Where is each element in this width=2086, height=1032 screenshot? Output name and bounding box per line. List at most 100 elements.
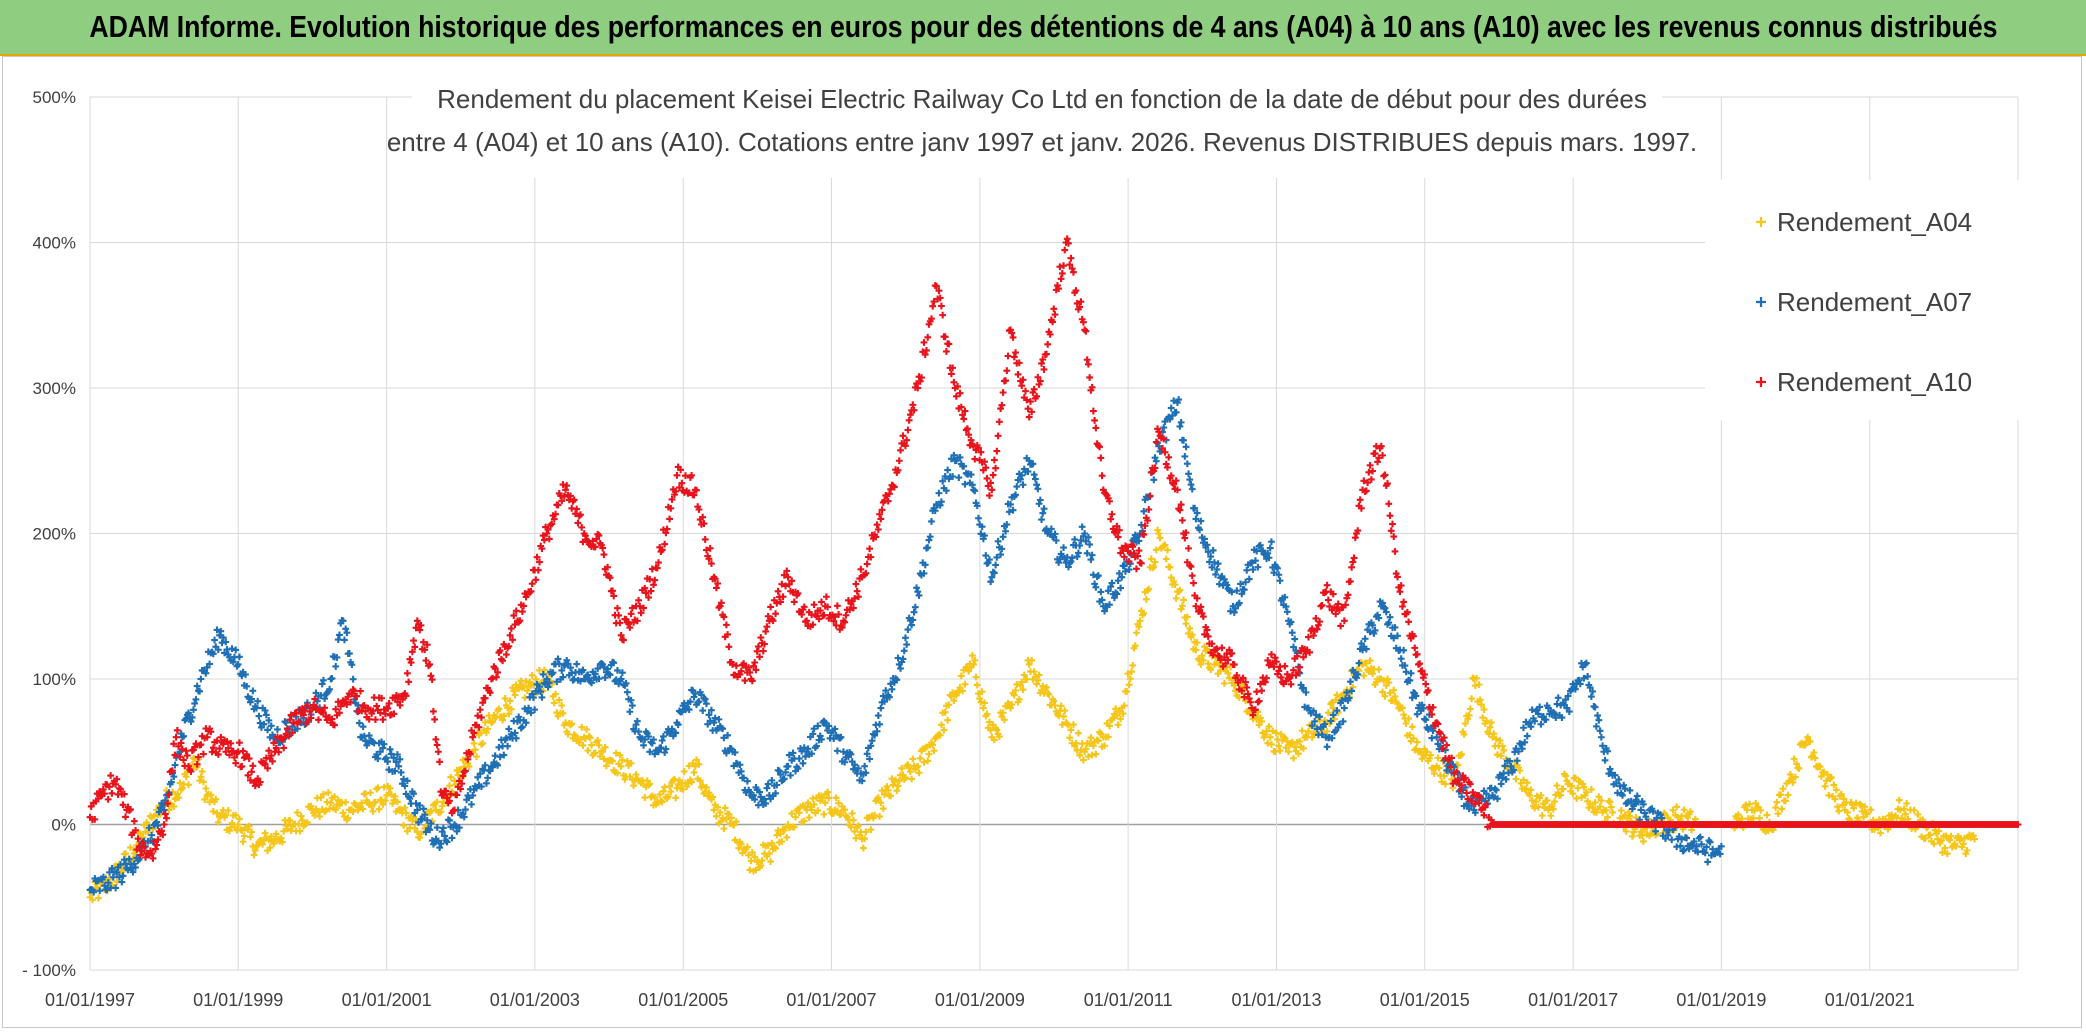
point-rendement-a07 [365,732,373,739]
point-rendement-a10 [945,340,953,348]
point-rendement-a04 [1894,805,1902,813]
point-rendement-a07 [1243,566,1251,574]
point-rendement-a07 [746,788,754,796]
point-rendement-a04 [1410,735,1417,742]
point-rendement-a04 [808,806,816,814]
point-rendement-a04 [344,814,352,822]
point-rendement-a04 [379,801,387,808]
point-rendement-a04 [1112,705,1120,713]
point-rendement-a07 [1180,436,1187,444]
point-rendement-a10 [1092,424,1100,432]
point-rendement-a04 [944,716,952,724]
point-rendement-a07 [517,724,525,732]
point-rendement-a07 [703,700,710,708]
point-rendement-a10 [906,411,914,419]
point-rendement-a04 [1625,808,1633,816]
point-rendement-a10 [947,370,955,378]
point-rendement-a07 [782,768,789,776]
point-rendement-a07 [170,773,178,781]
point-rendement-a10 [990,456,998,464]
point-rendement-a04 [967,664,975,671]
point-rendement-a04 [1787,771,1794,778]
point-rendement-a10 [924,333,932,341]
point-rendement-a10 [1413,650,1421,658]
point-rendement-a07 [768,776,776,784]
point-rendement-a04 [699,782,707,789]
point-rendement-a04 [1133,629,1140,637]
point-rendement-a04 [239,838,247,846]
point-rendement-a04 [1097,730,1105,738]
point-rendement-a10 [1386,512,1394,520]
point-rendement-a07 [328,675,336,682]
point-rendement-a04 [1391,692,1399,700]
point-rendement-a04 [402,809,410,817]
point-rendement-a04 [560,721,568,729]
point-rendement-a04 [1557,791,1565,799]
point-rendement-a04 [1263,727,1270,735]
point-rendement-a04 [540,666,548,674]
point-rendement-a04 [363,797,371,804]
point-rendement-a04 [1077,746,1085,754]
point-rendement-a04 [386,784,394,792]
point-rendement-a04 [667,788,675,796]
point-rendement-a04 [1291,743,1299,751]
point-rendement-a07 [1288,629,1296,637]
point-rendement-a07 [1086,541,1094,548]
point-rendement-a04 [234,821,242,828]
point-rendement-a04 [1178,602,1186,610]
point-rendement-a07 [1323,743,1331,751]
point-rendement-a07 [193,682,201,690]
point-rendement-a04 [820,810,828,818]
point-rendement-a07 [536,683,543,691]
point-rendement-a04 [1867,806,1875,814]
point-rendement-a04 [528,671,536,679]
point-rendement-a07 [180,732,188,740]
point-rendement-a07 [808,750,816,758]
point-rendement-a04 [902,774,909,782]
point-rendement-a07 [831,725,839,733]
point-rendement-a07 [925,536,933,544]
point-rendement-a07 [543,675,551,683]
point-rendement-a04 [1494,751,1501,759]
point-rendement-a04 [520,682,528,690]
point-rendement-a04 [1746,800,1753,808]
point-rendement-a04 [1468,695,1475,703]
point-rendement-a07 [708,706,715,714]
point-rendement-a04 [979,704,987,712]
point-rendement-a04 [1117,715,1124,723]
point-rendement-a04 [1456,752,1464,760]
point-rendement-a04 [859,844,867,852]
point-rendement-a07 [614,667,621,674]
point-rendement-a04 [372,798,379,806]
point-rendement-a07 [416,801,424,809]
point-rendement-a04 [1176,586,1184,594]
point-rendement-a04 [612,749,620,757]
point-rendement-a07 [904,626,912,633]
point-rendement-a07 [736,761,744,769]
point-rendement-a04 [1385,679,1393,687]
point-rendement-a04 [721,804,729,812]
legend-label: Rendement_A07 [1777,287,1972,317]
point-rendement-a07 [818,736,825,743]
point-rendement-a10 [1400,598,1408,606]
point-rendement-a07 [595,675,603,683]
point-rendement-a04 [1480,706,1488,713]
point-rendement-a07 [349,675,357,683]
point-rendement-a07 [185,709,192,717]
point-rendement-a07 [868,737,876,745]
point-rendement-a07 [913,584,920,592]
point-rendement-a10 [754,643,762,650]
point-rendement-a07 [343,629,351,637]
point-rendement-a10 [104,795,112,803]
point-rendement-a10 [1391,548,1399,555]
point-rendement-a04 [1366,657,1374,665]
point-rendement-a04 [1969,832,1977,840]
point-rendement-a10 [939,311,947,319]
point-rendement-a07 [1122,567,1129,575]
point-rendement-a10 [1371,450,1379,457]
point-rendement-a07 [668,725,676,733]
point-rendement-a07 [446,817,453,824]
point-rendement-a10 [108,789,116,797]
point-rendement-a10 [1070,268,1077,276]
point-rendement-a04 [1086,740,1094,747]
